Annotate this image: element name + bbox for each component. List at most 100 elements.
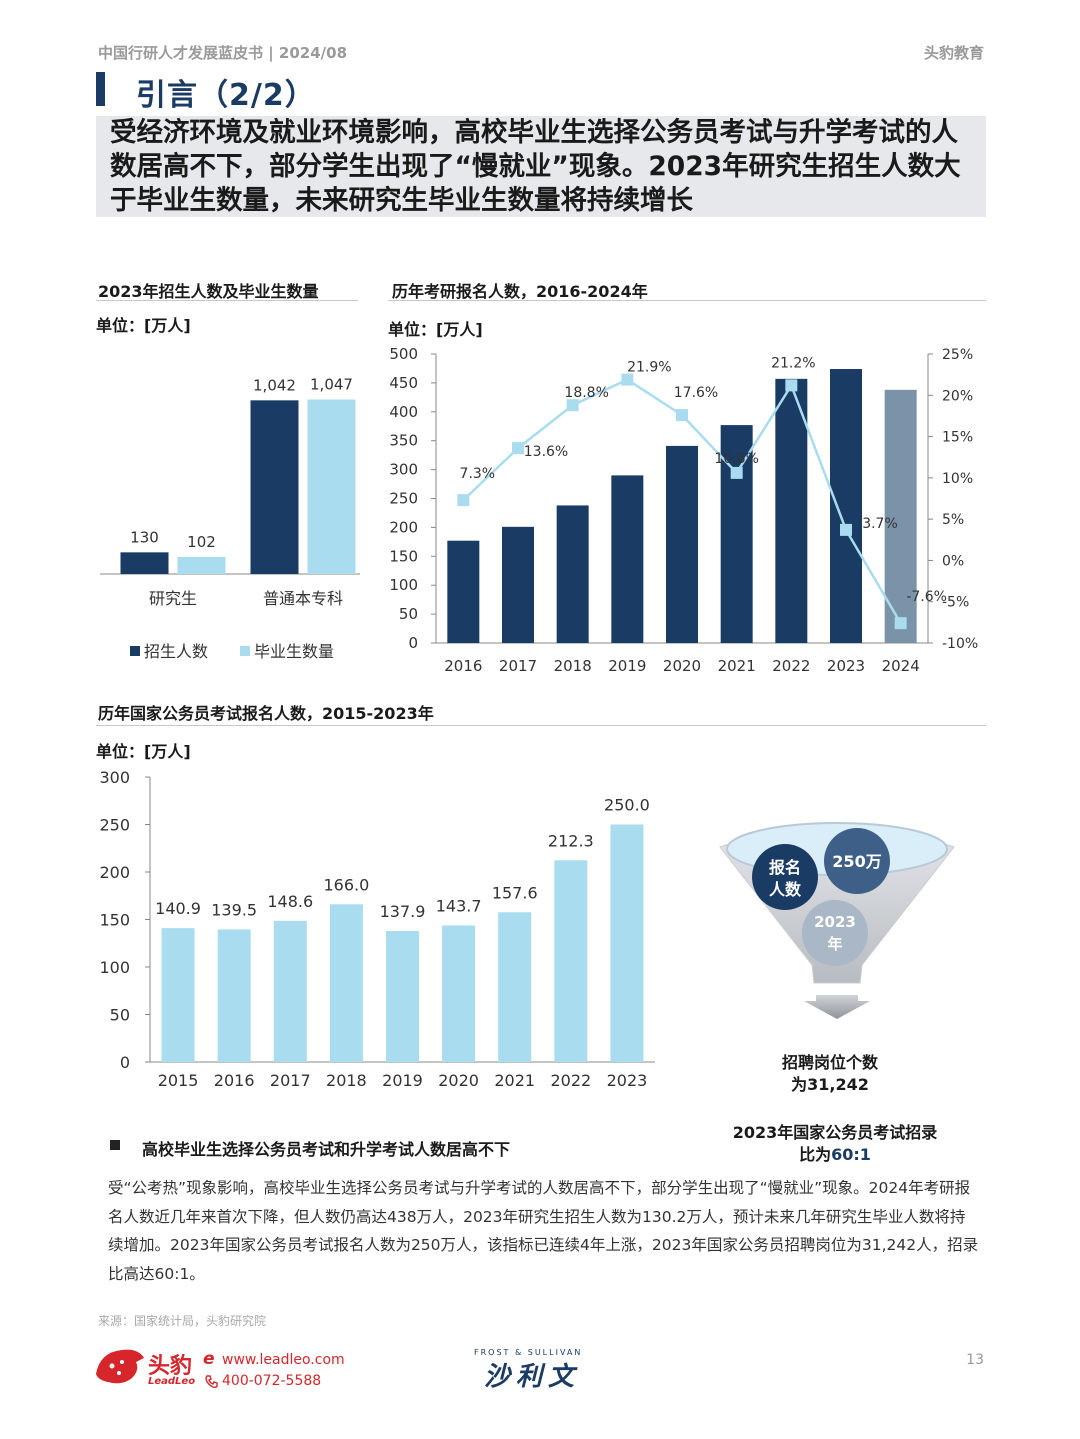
- ratio-prefix: 比为: [799, 1145, 832, 1164]
- chart2-left-tick-label: 300: [389, 461, 418, 479]
- chart2-growth-label: 18.8%: [564, 385, 608, 401]
- page-title: 引言（2/2）: [136, 78, 316, 113]
- chart2-left-tick-label: 400: [389, 403, 418, 421]
- chart1-bar: [177, 557, 226, 574]
- chart2-growth-label: 10.6%: [714, 451, 758, 467]
- chart2-right-tick-label: 25%: [942, 347, 973, 363]
- chart2-growth-label: 21.9%: [627, 360, 671, 376]
- chart1-data-label: 102: [187, 533, 216, 551]
- funnel-circle-250w: [824, 828, 890, 894]
- chart3-x-tick-label: 2023: [607, 1071, 648, 1090]
- chart2-growth-point: [512, 442, 524, 455]
- chart3-bar: [217, 929, 251, 1062]
- chart3-data-label: 250.0: [604, 796, 650, 815]
- chart2-x-tick-label: 2020: [663, 657, 701, 675]
- ratio-line2: 比为60:1: [700, 1144, 970, 1166]
- chart3-data-label: 212.3: [548, 831, 594, 850]
- chart3-title-underline: [96, 725, 986, 726]
- funnel-circle-applicants-line2: 人数: [769, 880, 802, 899]
- chart1-category-label: 普通本专科: [263, 589, 343, 608]
- brand-name-en: LeadLeo: [148, 1376, 196, 1387]
- chart3-bar: [329, 904, 363, 1062]
- chart3-y-tick-label: 250: [99, 816, 130, 835]
- chart1-legend-swatch: [130, 646, 140, 656]
- chart2-left-tick-label: 500: [389, 345, 418, 363]
- chart2-x-tick-label: 2019: [608, 657, 646, 675]
- chart2-growth-label: 17.6%: [674, 385, 718, 401]
- chart2-right-tick-label: -10%: [942, 636, 978, 652]
- chart2-growth-point: [840, 523, 852, 536]
- chart2-x-tick-label: 2024: [882, 657, 920, 675]
- funnel-down-arrow-icon: [804, 995, 870, 1019]
- chart3-y-tick-label: 0: [120, 1053, 130, 1072]
- chart2-bar: [830, 369, 862, 643]
- chart2-left-tick-label: 0: [408, 634, 418, 652]
- chart2-growth-label: 13.6%: [524, 444, 568, 460]
- chart3-svg: 300 250 200 150 100 50 0 140.9 2015 139.5 2016 148.…: [99, 768, 655, 1090]
- source-note: 来源：国家统计局，头豹研究院: [98, 1314, 267, 1328]
- funnel-circle-250w-label: 250万: [832, 852, 881, 871]
- chart2-x-tick-label: 2018: [554, 657, 592, 675]
- chart3-y-tick-label: 100: [99, 958, 130, 977]
- chart3-bar: [386, 930, 419, 1062]
- funnel-circle-applicants-line1: 报名: [769, 858, 801, 877]
- chart2-growth-point: [676, 409, 688, 422]
- website-link[interactable]: www.leadleo.com: [222, 1352, 345, 1368]
- chart2-left-tick-label: 200: [389, 518, 418, 536]
- leopard-logo-icon: [96, 1349, 144, 1384]
- chart3-x-tick-label: 2021: [494, 1071, 535, 1090]
- chart1-legend-label: 毕业生数量: [254, 642, 334, 661]
- chart2-growth-label: 7.3%: [460, 466, 496, 482]
- svg-text:e: e: [203, 1350, 215, 1366]
- chart3-data-label: 143.7: [436, 896, 482, 915]
- ratio-text: 2023年国家公务员考试招录 比为60:1: [700, 1122, 970, 1166]
- chart3-bar: [554, 860, 588, 1062]
- chart1-bar: [307, 399, 356, 574]
- chart2-growth-point: [621, 373, 634, 386]
- chart3-y-tick-label: 50: [110, 1006, 130, 1025]
- chart1-data-label: 1,047: [310, 376, 353, 394]
- chart1-legend-label: 招生人数: [144, 642, 208, 661]
- chart3-x-tick-label: 2020: [438, 1071, 479, 1090]
- funnel-circle-year-line1: 2023: [814, 913, 856, 931]
- chart2-title: 历年考研报名人数，2016-2024年: [392, 282, 648, 301]
- chart3-x-tick-label: 2019: [382, 1071, 423, 1090]
- chart3-x-tick-label: 2017: [270, 1071, 311, 1090]
- funnel-circle-year-line2: 年: [827, 935, 842, 953]
- chart2-right-tick-label: -5%: [942, 595, 969, 611]
- funnel-circle-applicants: [752, 844, 818, 910]
- chart3-bar: [273, 920, 307, 1062]
- chart1-title-underline: [96, 300, 358, 301]
- report-title: 中国行研人才发展蓝皮书 | 2024/08: [98, 44, 348, 62]
- chart2-x-tick-label: 2021: [718, 657, 756, 675]
- chart2-right-tick-label: 15%: [942, 430, 973, 446]
- chart3-data-label: 166.0: [323, 875, 369, 894]
- chart3-data-label: 137.9: [380, 902, 426, 921]
- chart2-bar: [884, 389, 917, 643]
- posts-count-text: 招聘岗位个数 为31,242: [740, 1052, 920, 1096]
- chart2-right-tick-label: 5%: [942, 512, 964, 528]
- chart1-category-label: 研究生: [149, 589, 197, 608]
- chart2-left-tick-label: 50: [399, 605, 418, 623]
- chart3-bar: [442, 925, 476, 1062]
- body-paragraph: 受“公考热”现象影响，高校毕业生选择公务员考试与升学考试的人数居高不下，部分学生…: [108, 1179, 979, 1283]
- chart2-bar: [556, 505, 589, 643]
- chart2-left-tick-label: 250: [389, 490, 418, 508]
- chart2-x-tick-label: 2022: [772, 657, 810, 675]
- chart1-unit: 单位：[万人]: [96, 316, 191, 335]
- chart2-left-tick-label: 450: [389, 374, 418, 392]
- chart2-x-tick-label: 2017: [499, 657, 537, 675]
- chart2-bar: [502, 526, 534, 643]
- phone-icon: [204, 1374, 220, 1390]
- bullet-square-icon: [110, 1140, 120, 1150]
- chart1-data-label: 130: [130, 528, 159, 546]
- publisher-name: 头豹教育: [923, 44, 984, 62]
- funnel-graphic: 报名 人数 250万 2023 年: [719, 822, 955, 1019]
- chart2-bar: [775, 378, 808, 643]
- chart2-bar: [666, 445, 698, 643]
- chart2-growth-label: -7.6%: [906, 589, 947, 605]
- chart3-bar: [610, 824, 644, 1062]
- chart2-unit: 单位：[万人]: [388, 320, 483, 339]
- summary-text: 受经济环境及就业环境影响，高校毕业生选择公务员考试与升学考试的人数居高不下，部分…: [110, 117, 961, 216]
